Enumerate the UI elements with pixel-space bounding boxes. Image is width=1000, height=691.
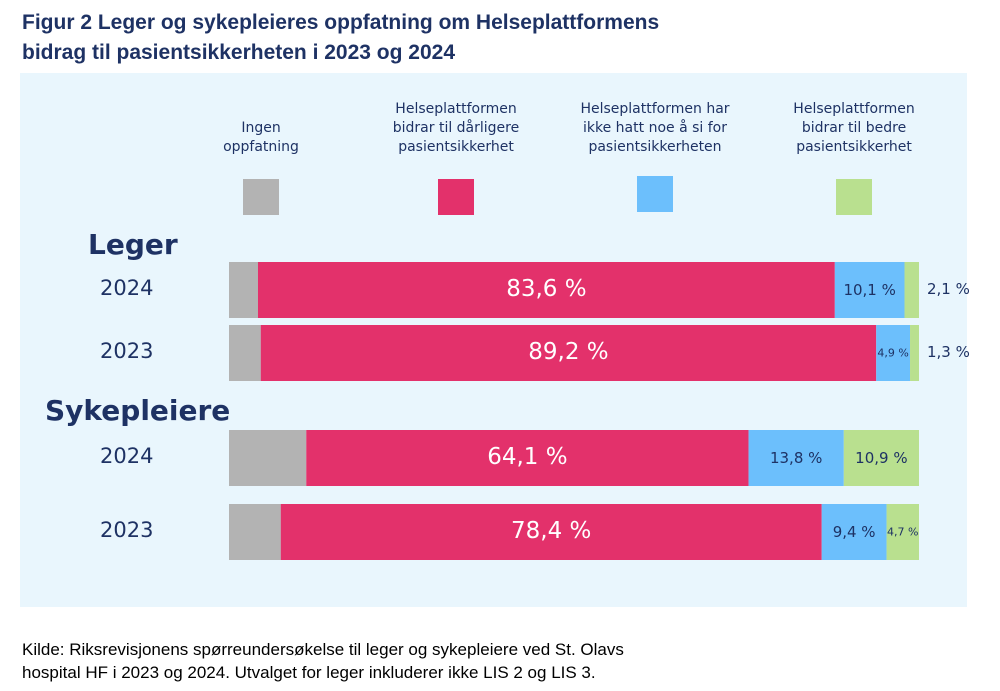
year-label: 2023 bbox=[100, 339, 154, 363]
source-line: Kilde: Riksrevisjonens spørreundersøkels… bbox=[22, 640, 624, 659]
data-label: 83,6 % bbox=[506, 276, 586, 302]
data-label: 10,1 % bbox=[843, 281, 895, 299]
title-line: bidrag til pasientsikkerheten i 2023 og … bbox=[22, 41, 456, 64]
bar-segment bbox=[843, 430, 919, 486]
bar-segment bbox=[904, 262, 919, 318]
data-label: 1,3 % bbox=[927, 343, 970, 361]
legend-text: pasientsikkerhet bbox=[398, 139, 514, 155]
legend-swatch bbox=[438, 179, 474, 215]
bar-segment bbox=[229, 504, 281, 560]
legend-text: pasientsikkerheten bbox=[588, 139, 722, 155]
group-label: Leger bbox=[88, 228, 178, 261]
source-line: hospital HF i 2023 og 2024. Utvalget for… bbox=[22, 663, 596, 682]
bar-segment bbox=[306, 430, 749, 486]
legend-label: Helseplattformen bidrar til bedre pasients… bbox=[759, 95, 949, 157]
legend-text: oppfatning bbox=[223, 139, 299, 155]
legend-label: Helseplattformen bidrar til dårligere pasi… bbox=[361, 95, 551, 157]
bar-segment bbox=[834, 262, 905, 318]
bar-segment bbox=[910, 325, 919, 381]
legend-text: Helseplattformen har bbox=[580, 101, 730, 117]
legend-text: Helseplattformen bbox=[395, 101, 517, 117]
legend-label: Helseplattformen har ikke hatt noe å si f… bbox=[560, 95, 750, 157]
title-line: Figur 2 Leger og sykepleieres oppfatning… bbox=[22, 11, 660, 34]
chart-title: Figur 2 Leger og sykepleieres oppfatning… bbox=[22, 8, 659, 68]
data-label: 2,1 % bbox=[927, 280, 970, 298]
data-label: 4,9 % bbox=[877, 347, 908, 360]
source-note: Kilde: Riksrevisjonens spørreundersøkels… bbox=[22, 638, 624, 684]
bar-segment bbox=[229, 262, 258, 318]
bar-segment bbox=[748, 430, 844, 486]
bar-segment bbox=[280, 504, 822, 560]
year-label: 2024 bbox=[100, 276, 154, 300]
legend-label: Ingen oppfatning bbox=[166, 95, 356, 157]
data-label: 4,7 % bbox=[887, 526, 918, 539]
data-label: 78,4 % bbox=[511, 518, 591, 544]
legend-swatch bbox=[637, 176, 673, 212]
year-label: 2024 bbox=[100, 444, 154, 468]
legend-text: pasientsikkerhet bbox=[796, 139, 912, 155]
group-label: Sykepleiere bbox=[45, 394, 231, 427]
data-label: 89,2 % bbox=[528, 339, 608, 365]
data-label: 9,4 % bbox=[833, 523, 876, 541]
bar-segment bbox=[876, 325, 911, 381]
bar-segment bbox=[229, 325, 261, 381]
bar-segment bbox=[821, 504, 887, 560]
legend-swatch bbox=[243, 179, 279, 215]
bar-segment bbox=[886, 504, 919, 560]
data-label: 13,8 % bbox=[770, 449, 822, 467]
legend-swatch bbox=[836, 179, 872, 215]
legend-text: bidrar til bedre bbox=[801, 120, 907, 136]
year-label: 2023 bbox=[100, 518, 154, 542]
bar-segment bbox=[260, 325, 877, 381]
data-label: 10,9 % bbox=[855, 449, 907, 467]
legend-text: ikke hatt noe å si for bbox=[583, 120, 727, 136]
legend-text: Ingen bbox=[241, 120, 281, 136]
data-label: 64,1 % bbox=[487, 444, 567, 470]
legend-text: bidrar til dårligere bbox=[392, 120, 520, 136]
bar-segment bbox=[229, 430, 307, 486]
bar-segment bbox=[257, 262, 835, 318]
legend-text: Helseplattformen bbox=[793, 101, 915, 117]
